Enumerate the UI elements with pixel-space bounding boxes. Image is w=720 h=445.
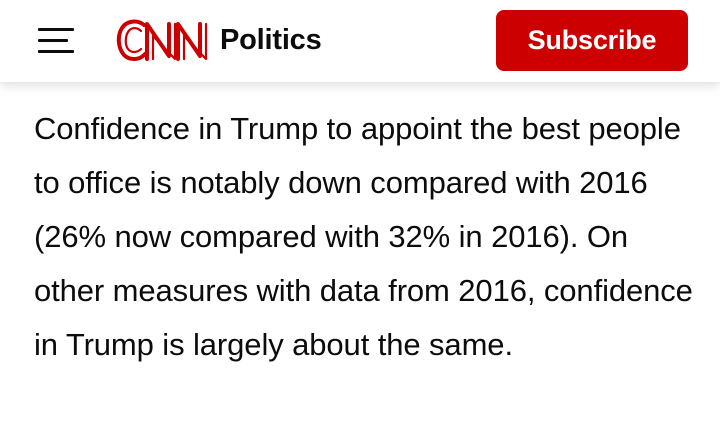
cnn-logo[interactable] xyxy=(114,16,214,64)
article-paragraph: Confidence in Trump to appoint the best … xyxy=(34,111,693,362)
hamburger-menu-icon[interactable] xyxy=(38,26,74,54)
subscribe-button[interactable]: Subscribe xyxy=(496,10,688,71)
top-navigation-bar: Politics Subscribe xyxy=(0,0,720,82)
article-body: Confidence in Trump to appoint the best … xyxy=(34,102,704,372)
section-title[interactable]: Politics xyxy=(220,24,322,56)
